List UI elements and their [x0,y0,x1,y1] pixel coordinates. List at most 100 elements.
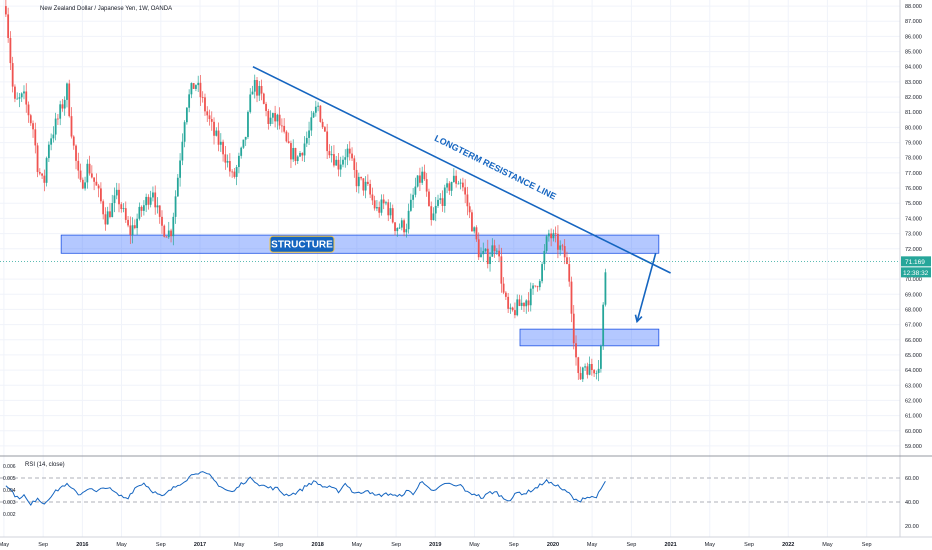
candle-body [432,213,435,221]
candle-body [247,111,249,137]
price-tick-label: 64.000 [905,368,922,374]
candle-body [52,134,55,139]
candle-body [29,115,32,124]
price-tick-label: 72.000 [905,247,922,253]
candle-body [285,131,288,142]
candle-body [330,154,333,156]
candle-body [518,299,521,306]
candle-body [407,210,410,230]
rsi-right-tick-label: 40.00 [905,500,919,506]
candle-body [373,200,376,209]
candle-body [90,173,93,178]
time-tick-label: May [469,542,480,548]
candle-body [9,37,12,64]
candle-body [557,233,559,250]
rsi-right-tick-label: 60.00 [905,476,919,482]
candle-body [18,97,21,99]
candle-body [161,216,163,226]
candle-body [290,143,292,160]
candle-body [222,141,224,155]
price-zone [519,328,660,347]
candle-body [219,141,222,145]
candle-body [504,292,507,297]
candle-body [391,208,394,223]
candle-body [486,248,489,265]
candle-body [179,160,181,178]
candle-body [256,80,258,96]
price-axis: 59.000 60.000 61.000 62.000 63.000 64.000 65.0… [905,4,922,450]
price-tick-label: 76.000 [905,186,922,192]
time-tick-label: May [0,542,9,548]
candle-body [278,114,281,126]
countdown-box [901,267,931,278]
candle-body [149,197,152,205]
candle-body [72,136,75,146]
candle-body [215,130,218,136]
candle-body [308,130,310,138]
candle-body [208,115,211,120]
candle-body [480,254,482,258]
candle-body [403,220,405,233]
time-tick-label: Sep [274,542,284,548]
candle-body [172,216,175,237]
time-tick-label: Sep [627,542,637,548]
candle-body [47,144,50,159]
candle-body [570,281,573,314]
candle-body [588,363,591,375]
zone-layer: STRUCTURE [60,234,660,347]
candle-body [163,225,166,237]
candle-body [204,97,206,112]
last-price-box [901,256,931,267]
candle-body [500,256,503,284]
candle-body [529,288,532,306]
candle-body [561,245,564,247]
candle-body [339,164,342,170]
candle-body [543,250,546,265]
candle-body [244,136,247,140]
price-tick-label: 78.000 [905,156,922,162]
candle-body [16,98,19,100]
time-tick-label: Sep [509,542,519,548]
candle-body [120,204,123,210]
candle-body [514,310,516,316]
candle-body [366,181,369,184]
candle-body [258,85,261,96]
candle-body [371,194,374,201]
price-tick-label: 87.000 [905,19,922,25]
candle-body [602,304,605,346]
candle-body [4,6,7,15]
candle-body [84,182,86,189]
candle-body [364,181,367,191]
candle-body [477,239,480,258]
candle-body [461,182,464,188]
rsi-left-tick-label: 0.004 [3,488,16,494]
price-tick-label: 62.000 [905,398,922,404]
price-tick-label: 69.000 [905,292,922,298]
time-tick-label: Sep [391,542,401,548]
candle-body [50,138,53,145]
candle-body [452,175,455,183]
candle-body [7,14,10,38]
candle-body [595,373,598,374]
candle-body [231,171,234,173]
candle-body [127,219,129,226]
candle-body [516,299,519,316]
candle-body [547,233,550,237]
candle-body [68,83,71,117]
candle-body [541,264,543,282]
candle-body [369,183,372,195]
candle-body [455,175,458,184]
price-tick-label: 74.000 [905,216,922,222]
candle-body [142,205,145,211]
rsi-line [5,471,606,507]
rsi-left-tick-label: 0.002 [3,512,16,518]
structure-label: STRUCTURE [271,240,333,251]
price-tick-label: 61.000 [905,414,922,420]
candle-body [86,163,89,183]
candle-body [493,245,496,252]
candle-body [63,99,66,109]
candle-body [412,194,415,200]
candle-body [145,196,148,206]
candle-body [253,80,256,92]
time-tick-label: Sep [38,542,48,548]
